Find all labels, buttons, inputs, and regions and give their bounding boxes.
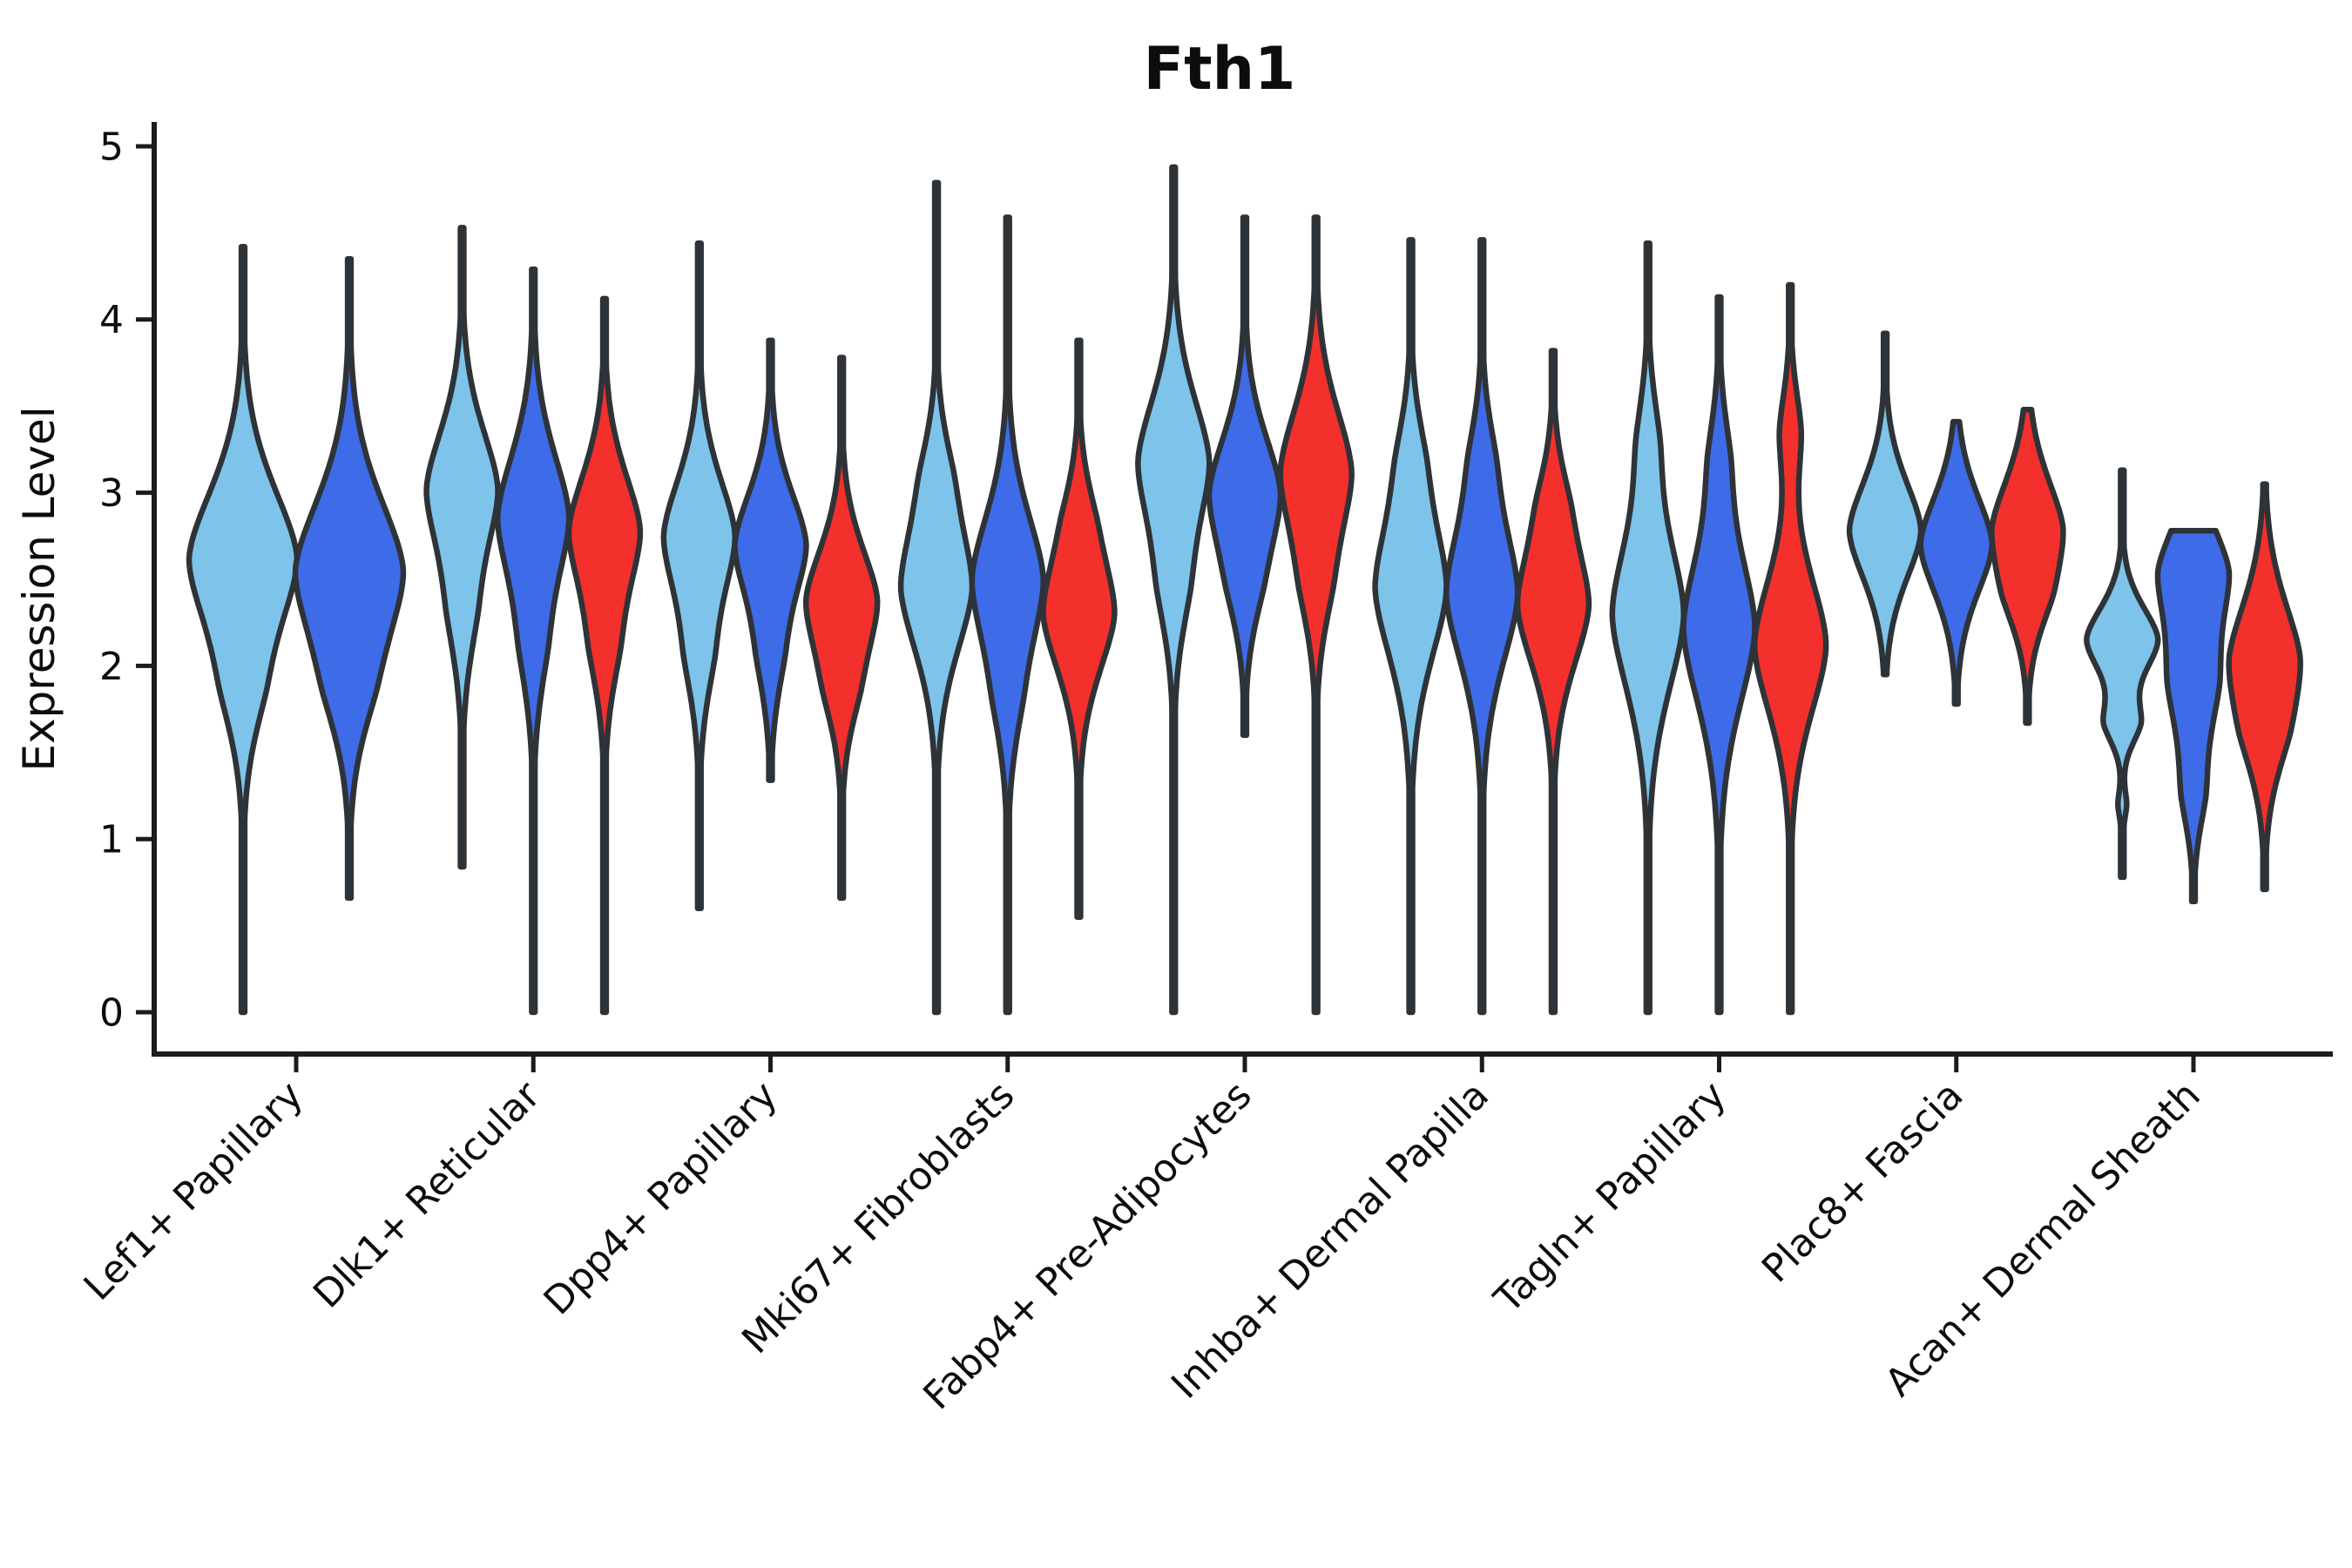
y-tick-label: 5 — [99, 125, 124, 169]
x-tick-label-6: Tagln+ Papillary — [1485, 1073, 1734, 1322]
violin-3-dark_blue — [969, 214, 1047, 1016]
x-tick-label-7: Plac8+ Fascia — [1754, 1073, 1972, 1292]
y-tick-label: 2 — [99, 645, 124, 689]
violin-7-dark_blue — [1917, 418, 1995, 707]
violin-0-light_blue — [186, 244, 301, 1016]
violin-group-4 — [1135, 164, 1355, 1016]
x-tick-label-0: Lef1+ Papillary — [76, 1073, 312, 1309]
violin-3-light_blue — [897, 179, 976, 1016]
violins-layer — [186, 164, 2303, 1016]
violin-6-red — [1752, 281, 1829, 1016]
violin-5-dark_blue — [1443, 237, 1521, 1016]
chart-title: Fth1 — [1144, 35, 1296, 104]
violin-5-light_blue — [1372, 237, 1450, 1016]
violin-0-dark_blue — [292, 255, 407, 902]
violin-8-red — [2226, 481, 2303, 893]
violin-group-7 — [1846, 330, 2066, 727]
violin-8-dark_blue — [2154, 528, 2233, 905]
violin-6-dark_blue — [1680, 294, 1758, 1016]
violin-5-red — [1514, 348, 1592, 1016]
x-tick-label-1: Dlk1+ Reticular — [305, 1072, 550, 1317]
violin-2-light_blue — [660, 240, 739, 911]
violin-group-3 — [897, 179, 1118, 1016]
violin-group-1 — [423, 225, 644, 1016]
violin-group-5 — [1372, 237, 1592, 1016]
violin-1-red — [565, 295, 644, 1016]
violin-7-red — [1989, 406, 2066, 727]
y-tick-label: 0 — [99, 990, 124, 1035]
y-tick-label: 4 — [99, 298, 124, 342]
violin-4-red — [1277, 214, 1355, 1016]
violin-2-dark_blue — [732, 337, 809, 783]
violin-6-light_blue — [1609, 240, 1687, 1016]
violin-group-8 — [2084, 467, 2303, 905]
violin-2-red — [802, 355, 881, 902]
y-tick-label: 3 — [99, 471, 124, 516]
violin-1-dark_blue — [495, 266, 572, 1016]
y-axis-label: Expression Level — [14, 406, 64, 771]
violin-1-light_blue — [423, 225, 501, 870]
violin-4-light_blue — [1135, 164, 1213, 1016]
violin-group-2 — [660, 240, 881, 911]
violin-3-red — [1040, 337, 1118, 920]
violin-7-light_blue — [1846, 330, 1924, 678]
violin-group-0 — [186, 244, 407, 1016]
x-tick-label-3: Mki67+ Fibroblasts — [733, 1073, 1023, 1362]
violin-8-light_blue — [2084, 467, 2161, 881]
x-tick-label-2: Dpp4+ Papillary — [536, 1073, 787, 1324]
violin-4-dark_blue — [1206, 214, 1284, 739]
violin-group-6 — [1609, 240, 1829, 1016]
y-tick-label: 1 — [99, 818, 124, 862]
